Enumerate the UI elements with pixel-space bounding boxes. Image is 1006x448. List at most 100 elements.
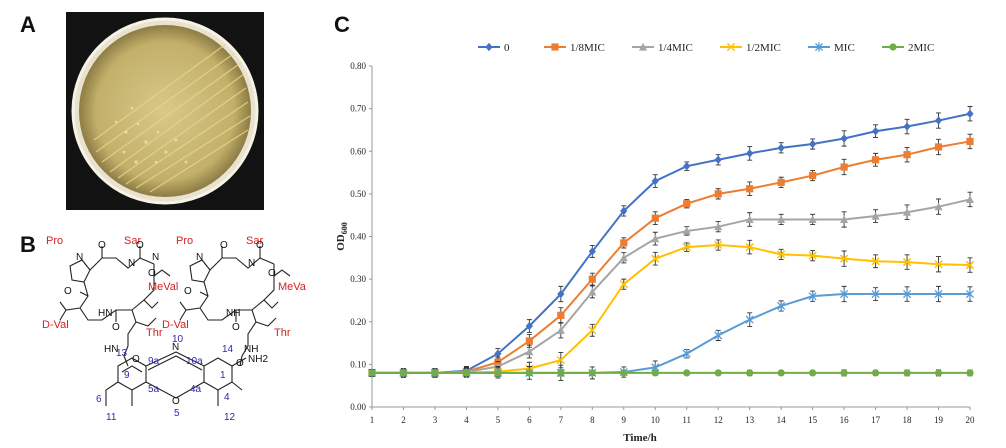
ring-o-oxazinone: O xyxy=(236,358,244,369)
ring-n-bridge: N xyxy=(172,342,179,353)
carbonyl-o-2: O xyxy=(136,240,144,251)
data-point xyxy=(777,301,786,311)
data-point xyxy=(620,206,628,216)
data-point xyxy=(525,321,533,331)
data-point xyxy=(934,369,943,377)
legend-swatch-marker xyxy=(485,42,493,52)
y-tick-label: 0.70 xyxy=(350,104,366,114)
y-tick-label: 0.40 xyxy=(350,232,366,242)
data-point xyxy=(903,208,912,216)
data-point xyxy=(839,254,849,263)
carbonyl-o-9: O xyxy=(132,354,140,365)
data-point xyxy=(714,369,722,377)
data-point xyxy=(808,291,817,301)
data-point xyxy=(934,202,943,211)
data-point xyxy=(620,369,628,377)
data-point xyxy=(840,215,849,224)
x-tick-label: 10 xyxy=(651,415,661,425)
x-tick-label: 20 xyxy=(966,415,976,425)
data-point xyxy=(525,369,533,377)
residue-pro-right: Pro xyxy=(176,235,193,247)
data-point xyxy=(651,234,660,243)
locant-9: 9 xyxy=(124,370,130,381)
data-point xyxy=(934,289,943,299)
y-tick-label: 0.60 xyxy=(350,146,366,156)
carbonyl-o-3: O xyxy=(220,240,228,251)
data-point xyxy=(557,289,565,299)
data-point xyxy=(746,149,754,158)
data-point xyxy=(966,109,974,118)
carbonyl-o-1: O xyxy=(98,240,106,251)
locant-4a: 4a xyxy=(190,384,202,395)
data-point xyxy=(777,178,785,186)
data-point xyxy=(966,369,974,377)
data-point xyxy=(809,369,817,377)
data-point xyxy=(683,200,691,208)
series-0 xyxy=(368,106,974,378)
series-line xyxy=(372,112,971,374)
data-point xyxy=(809,139,817,149)
data-point xyxy=(588,275,596,283)
y-tick-label: 0.80 xyxy=(350,61,366,71)
data-point xyxy=(777,250,786,259)
pro-n-right: N xyxy=(196,252,203,263)
legend-label: 0 xyxy=(504,42,510,54)
series-1-4mic xyxy=(368,191,974,378)
legend-item: 1/2MIC xyxy=(720,42,781,54)
data-point xyxy=(588,326,597,335)
legend-swatch-marker xyxy=(551,43,559,51)
data-point xyxy=(556,326,565,334)
series-2mic xyxy=(368,369,974,377)
series-1-8mic xyxy=(368,133,974,378)
data-point xyxy=(966,137,974,146)
carbonyl-o-8: O xyxy=(232,322,240,333)
data-point xyxy=(682,226,691,235)
ester-o-left: O xyxy=(148,268,156,279)
pro-n-left: N xyxy=(76,252,83,263)
x-tick-label: 14 xyxy=(777,415,787,425)
data-point xyxy=(588,369,596,377)
residue-meval-left: MeVal xyxy=(148,281,178,293)
data-point xyxy=(651,254,660,263)
growth-curve-chart: 0 1/8MIC 1/4MIC 1/2MIC MIC 2MIC 0.00 0.10 0.20 0… xyxy=(335,42,976,444)
residue-meval-right: MeVa xyxy=(278,281,307,293)
data-point xyxy=(745,315,754,325)
data-point xyxy=(462,369,471,377)
series-line xyxy=(372,244,971,374)
data-point xyxy=(746,185,754,193)
data-point xyxy=(557,311,565,319)
locant-9a: 9a xyxy=(148,356,160,367)
locant-13: 13 xyxy=(116,348,128,359)
nh-group-right-lower: NH xyxy=(244,344,258,355)
petri-dish-photo xyxy=(66,12,264,210)
data-point xyxy=(588,287,597,296)
chemical-structure: Pro Sar MeVal D-Val Thr Pro Sar MeVa D-V… xyxy=(42,235,307,423)
data-point xyxy=(525,337,533,345)
x-tick-label: 4 xyxy=(464,415,469,425)
legend-swatch-marker xyxy=(814,42,824,52)
data-point xyxy=(871,127,880,136)
data-point xyxy=(619,280,628,289)
residue-sar-left: Sar xyxy=(124,235,141,247)
series-line xyxy=(372,198,971,374)
x-tick-label: 17 xyxy=(871,415,881,425)
data-point xyxy=(714,330,723,340)
x-tick-label: 16 xyxy=(840,415,850,425)
data-point xyxy=(651,214,659,222)
data-point xyxy=(777,215,786,224)
data-point xyxy=(683,161,691,171)
data-point xyxy=(808,215,817,224)
y-axis-title: OD600 xyxy=(335,222,349,251)
data-point xyxy=(903,369,911,377)
residue-pro-left: Pro xyxy=(46,235,63,247)
panel-label-a: A xyxy=(20,12,36,37)
hn-group-left-upper: HN xyxy=(98,308,112,319)
carbonyl-o-5: O xyxy=(64,286,72,297)
data-point xyxy=(871,156,880,164)
data-point xyxy=(714,222,723,231)
nh-group-right-upper: NH xyxy=(226,308,240,319)
carbonyl-o-4: O xyxy=(256,240,264,251)
carbonyl-o-6: O xyxy=(184,286,192,297)
data-point xyxy=(651,176,659,186)
y-axis-title-subscript: 600 xyxy=(340,222,349,234)
